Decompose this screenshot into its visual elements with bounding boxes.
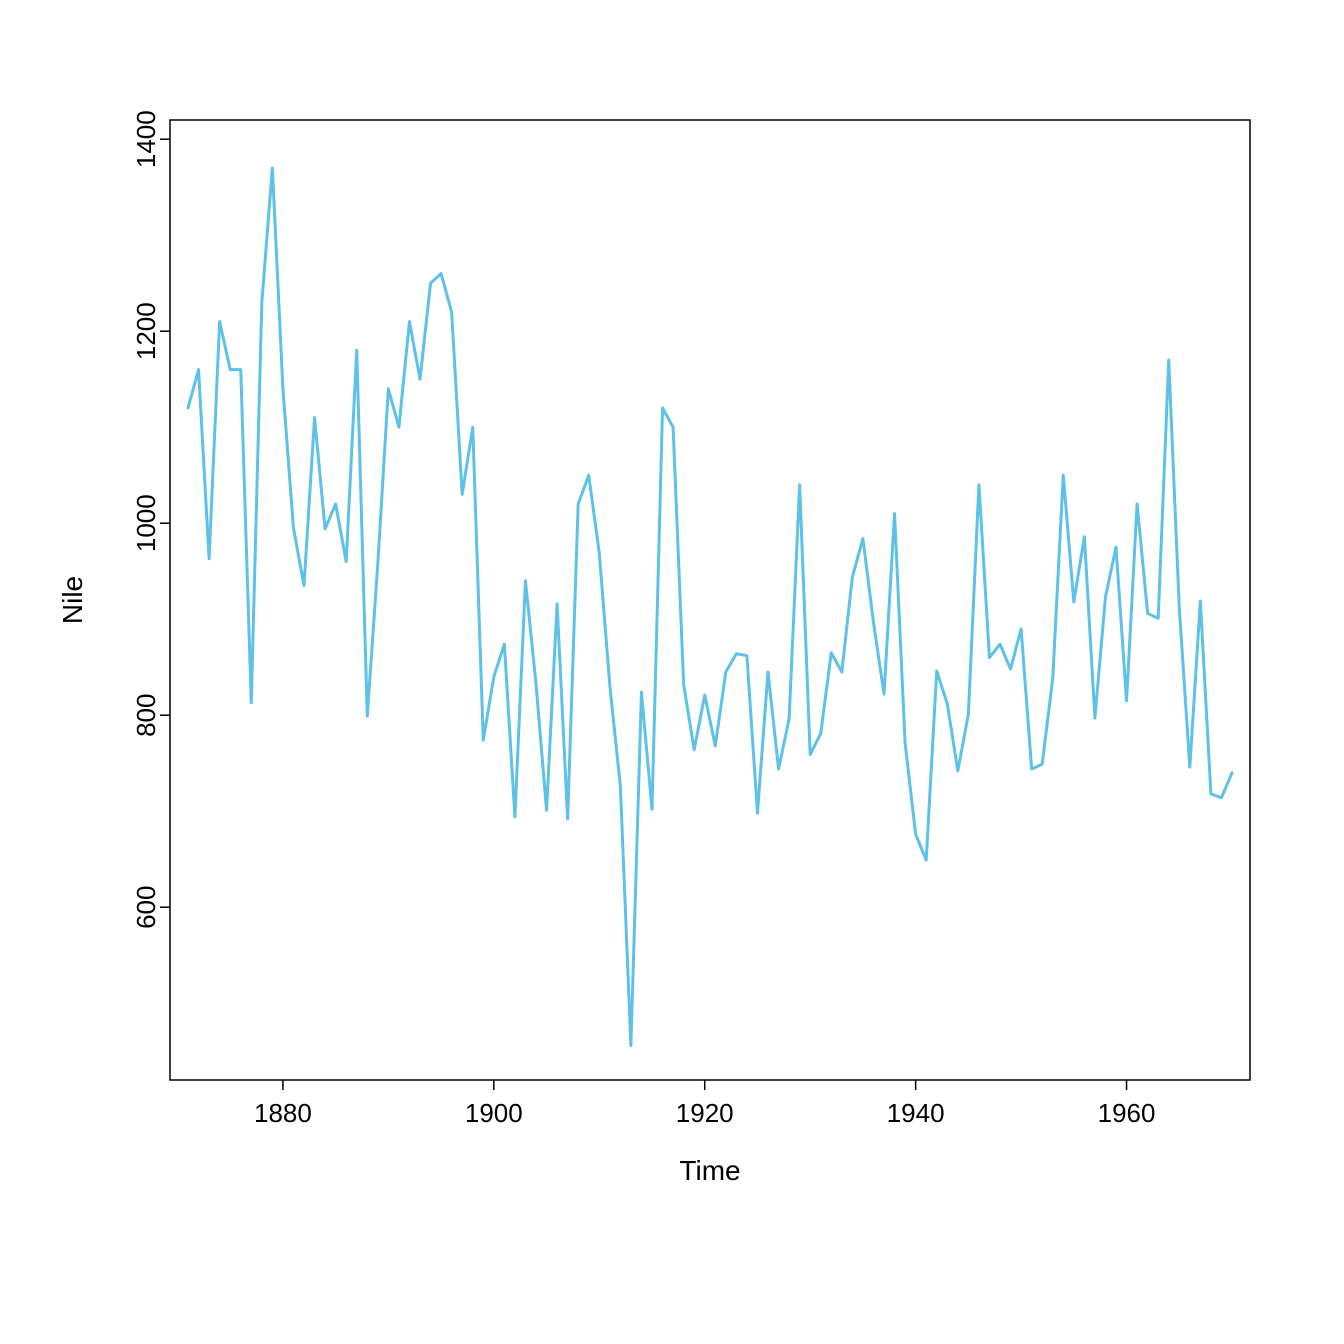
y-tick-label: 800 (131, 694, 161, 737)
chart-bg (0, 0, 1344, 1344)
y-axis-label: Nile (57, 576, 88, 624)
y-tick-label: 600 (131, 886, 161, 929)
y-tick-label: 1000 (131, 494, 161, 552)
x-tick-label: 1900 (465, 1098, 523, 1128)
x-tick-label: 1920 (676, 1098, 734, 1128)
x-axis-label: Time (679, 1155, 740, 1186)
x-tick-label: 1880 (254, 1098, 312, 1128)
chart-container: 1880 1900 1920 1940 1960 600 800 1000 1200 1400 Ti… (0, 0, 1344, 1344)
y-tick-label: 1200 (131, 302, 161, 360)
x-tick-label: 1960 (1098, 1098, 1156, 1128)
line-chart: 1880 1900 1920 1940 1960 600 800 1000 1200 1400 Ti… (0, 0, 1344, 1344)
x-tick-label: 1940 (887, 1098, 945, 1128)
y-tick-label: 1400 (131, 110, 161, 168)
